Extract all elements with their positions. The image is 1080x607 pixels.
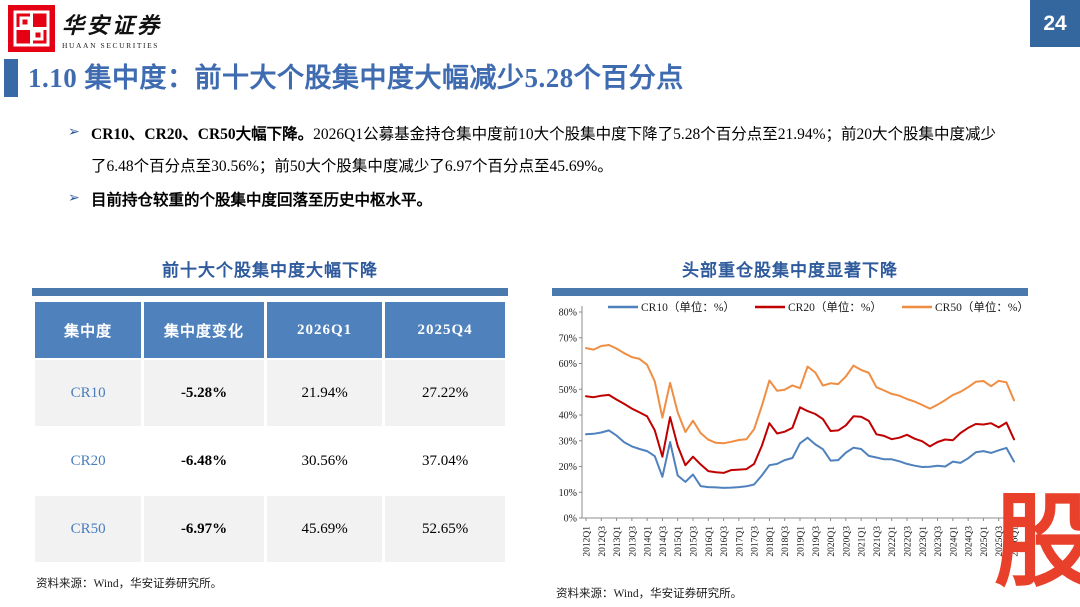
table-value-cell: 37.04% [385, 428, 505, 494]
chart-line-cr20 [585, 393, 1015, 474]
y-tick-label: 50% [559, 385, 577, 396]
bullet-list: ➢ CR10、CR20、CR50大幅下降。2026Q1公募基金持仓集中度前10大个… [68, 119, 998, 218]
x-tick-label: 2026Q1 [1011, 526, 1021, 557]
bullet-2-lead: 目前持仓较重的个股集中度回落至历史中枢水平。 [91, 191, 433, 209]
y-tick-label: 70% [559, 333, 577, 344]
x-tick-label: 2015Q3 [690, 526, 700, 557]
table-header-row: 集中度 集中度变化 2026Q1 2025Q4 [35, 302, 505, 358]
y-tick-label: 10% [559, 488, 577, 499]
y-tick-label: 0% [564, 514, 577, 525]
x-tick-label: 2022Q3 [904, 526, 914, 557]
bullet-1-lead: CR10、CR20、CR50大幅下降。 [91, 126, 314, 143]
x-tick-label: 2024Q1 [949, 526, 959, 557]
table-row: CR10 -5.28% 21.94% 27.22% [35, 360, 505, 426]
x-tick-label: 2018Q1 [766, 526, 776, 557]
legend-label-cr10: CR10（单位：%） [641, 300, 735, 314]
chart-panel-rule [552, 288, 1028, 296]
table-value-cell: 21.94% [266, 360, 383, 426]
table-value-cell: -5.28% [144, 360, 264, 426]
x-tick-label: 2017Q3 [751, 526, 761, 557]
x-tick-label: 2016Q3 [720, 526, 730, 557]
table-panel-rule [32, 288, 508, 296]
table-value-cell: -6.97% [144, 496, 264, 562]
x-tick-label: 2017Q1 [735, 526, 745, 557]
table-source-note: 资料来源：Wind，华安证券研究所。 [36, 578, 223, 590]
logo-text: 华安证券 HUAAN SECURITIES [62, 8, 162, 50]
table-metric-cell: CR10 [35, 360, 142, 426]
bullet-arrow-icon: ➢ [68, 125, 80, 140]
concentration-table: 集中度 集中度变化 2026Q1 2025Q4 CR10 -5.28% 21.94% 27.… [32, 300, 508, 564]
table-value-cell: 45.69% [266, 496, 383, 562]
x-tick-label: 2014Q3 [659, 526, 669, 557]
table-header-cell: 2026Q1 [266, 302, 383, 358]
x-tick-label: 2020Q1 [827, 526, 837, 557]
x-tick-label: 2015Q1 [674, 526, 684, 557]
title-accent-bar [4, 59, 18, 97]
x-tick-label: 2024Q3 [965, 526, 975, 557]
x-tick-label: 2023Q3 [934, 526, 944, 557]
page-title: 1.10 集中度：前十大个股集中度大幅减少5.28个百分点 [28, 63, 684, 93]
x-tick-label: 2013Q1 [613, 526, 623, 557]
x-tick-label: 2021Q1 [858, 526, 868, 557]
table-row: CR50 -6.97% 45.69% 52.65% [35, 496, 505, 562]
table-header-cell: 集中度 [35, 302, 142, 358]
y-tick-label: 80% [559, 308, 577, 319]
logo-company-name-en: HUAAN SECURITIES [62, 41, 160, 50]
huaan-logo-icon [8, 5, 55, 52]
x-tick-label: 2014Q1 [644, 526, 654, 557]
y-tick-label: 30% [559, 436, 577, 447]
bullet-arrow-icon: ➢ [68, 190, 80, 206]
chart-source-note: 资料来源：Wind，华安证券研究所。 [556, 588, 743, 600]
x-tick-label: 2012Q3 [598, 526, 608, 557]
chart-line-cr50 [585, 344, 1015, 445]
table-panel-title: 前十大个股集中度大幅下降 [162, 261, 378, 280]
line-chart-svg: 0% 10% 20% 30% 40% 50% 60% 70% 80% 2012Q1 2012Q3 20… [559, 300, 1029, 557]
x-tick-label: 2019Q3 [812, 526, 822, 557]
chart-panel-title: 头部重仓股集中度显著下降 [682, 261, 898, 280]
table-value-cell: 27.22% [385, 360, 505, 426]
legend-label-cr20: CR20（单位：%） [788, 300, 882, 314]
x-tick-label: 2016Q1 [705, 526, 715, 557]
y-tick-label: 60% [559, 359, 577, 370]
table-value-cell: -6.48% [144, 428, 264, 494]
watermark-glyph: 股 [994, 483, 1080, 602]
table-header-cell: 集中度变化 [144, 302, 264, 358]
x-tick-label: 2025Q1 [980, 526, 990, 557]
table-metric-cell: CR20 [35, 428, 142, 494]
x-tick-label: 2023Q1 [919, 526, 929, 557]
bullet-item-1: ➢ CR10、CR20、CR50大幅下降。2026Q1公募基金持仓集中度前10大个… [68, 119, 998, 183]
x-tick-label: 2022Q1 [888, 526, 898, 557]
logo-company-name: 华安证券 [62, 13, 163, 38]
legend-label-cr50: CR50（单位：%） [935, 300, 1028, 314]
table-value-cell: 52.65% [385, 496, 505, 562]
y-tick-label: 20% [559, 462, 577, 473]
concentration-table-panel: 前十大个股集中度大幅下降 集中度 集中度变化 2026Q1 2025Q4 CR10 -5… [32, 256, 508, 591]
line-chart: 0% 10% 20% 30% 40% 50% 60% 70% 80% 2012Q1 2012Q3 20… [552, 298, 1029, 585]
x-tick-label: 2012Q1 [583, 526, 593, 557]
x-tick-label: 2021Q3 [873, 526, 883, 557]
bullet-item-2: ➢ 目前持仓较重的个股集中度回落至历史中枢水平。 [68, 185, 998, 217]
x-tick-label: 2025Q3 [995, 526, 1005, 557]
chart-line-cr10 [585, 429, 1015, 489]
table-metric-cell: CR50 [35, 496, 142, 562]
table-value-cell: 30.56% [266, 428, 383, 494]
table-header-cell: 2025Q4 [385, 302, 505, 358]
page-number-badge: 24 [1030, 0, 1080, 47]
bullet-1-body: 2026Q1公募基金持仓集中度前10大个股集中度下降了5.28个百分点至21.9… [91, 126, 997, 175]
y-tick-label: 40% [559, 411, 577, 422]
x-tick-label: 2018Q3 [781, 526, 791, 557]
x-tick-label: 2013Q3 [628, 526, 638, 557]
concentration-chart-panel: 头部重仓股集中度显著下降 0% 10% 20% 30% 40% 50% 60% 70% 80% 2… [552, 256, 1029, 601]
x-tick-label: 2020Q3 [842, 526, 852, 557]
x-tick-label: 2019Q1 [797, 526, 807, 557]
table-row: CR20 -6.48% 30.56% 37.04% [35, 428, 505, 494]
